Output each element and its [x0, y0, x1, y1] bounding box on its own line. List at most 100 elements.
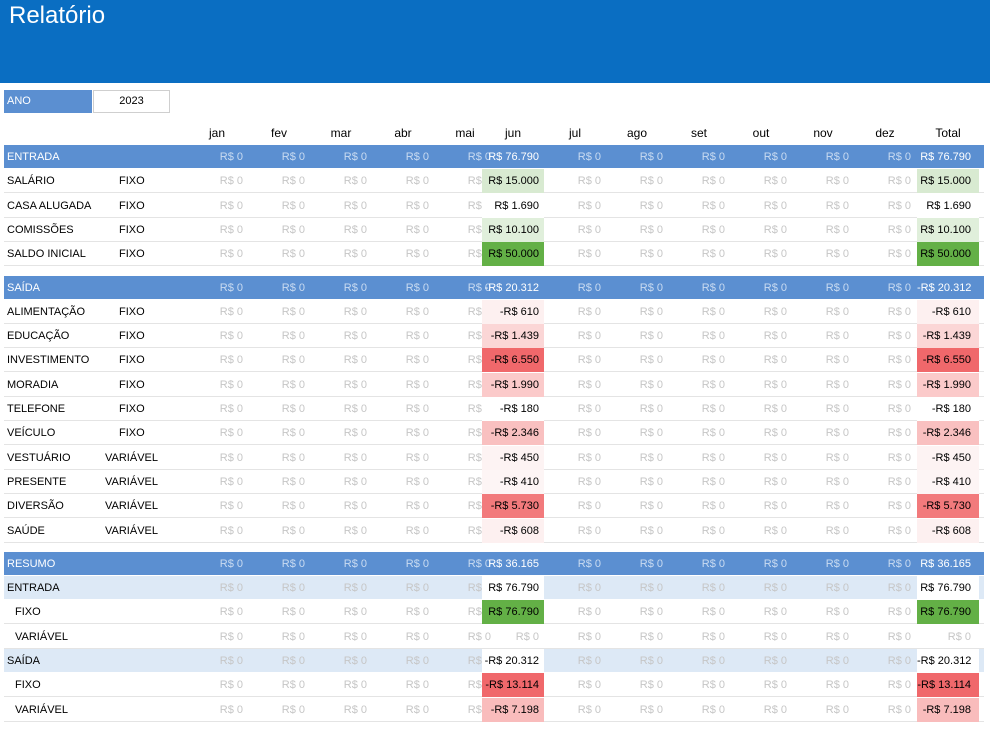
value-cell-abr: R$ 0 — [405, 655, 429, 667]
row-label: SALÁRIO — [7, 175, 55, 188]
value-cell-abr: R$ 0 — [405, 427, 429, 440]
value-cell-ago: R$ 0 — [639, 281, 663, 294]
value-cell-nov: R$ 0 — [825, 451, 849, 464]
value-cell-fev: R$ 0 — [281, 223, 305, 236]
value-cell-set: R$ 0 — [701, 281, 725, 294]
value-cell-jun: -R$ 20.312 — [482, 649, 544, 673]
value-cell-abr: R$ 0 — [405, 248, 429, 261]
value-cell-jan: R$ 0 — [219, 500, 243, 513]
value-cell-set: R$ 0 — [701, 582, 725, 595]
value-cell-dez: R$ 0 — [887, 582, 911, 595]
table-row: DIVERSÃO VARIÁVEL R$ 0 R$ 0 R$ 0 R$ 0 R$ 0 -R$ … — [4, 494, 984, 519]
value-cell-dez: R$ 0 — [887, 330, 911, 343]
value-cell-jul: R$ 0 — [577, 655, 601, 667]
value-cell-jan: R$ 0 — [219, 524, 243, 537]
value-cell-ago: R$ 0 — [639, 199, 663, 212]
value-cell-fev: R$ 0 — [281, 354, 305, 367]
value-cell-dez: R$ 0 — [887, 175, 911, 188]
value-cell-abr: R$ 0 — [405, 679, 429, 692]
month-header-nov: nov — [813, 126, 833, 140]
row-label: PRESENTE — [7, 475, 67, 488]
value-cell-out: R$ 0 — [763, 606, 787, 619]
value-cell-ago: R$ 0 — [639, 354, 663, 367]
value-cell-mar: R$ 0 — [343, 305, 367, 318]
value-cell-set: R$ 0 — [701, 378, 725, 391]
value-cell-total: -R$ 450 — [917, 445, 979, 470]
value-cell-nov: R$ 0 — [825, 151, 849, 163]
value-cell-fev: R$ 0 — [281, 451, 305, 464]
value-cell-set: R$ 0 — [701, 175, 725, 188]
value-cell-dez: R$ 0 — [887, 606, 911, 619]
value-cell-mai: R$ 0 — [467, 557, 491, 570]
value-cell-jun: -R$ 450 — [482, 445, 544, 470]
value-cell-ago: R$ 0 — [639, 248, 663, 261]
value-cell-total: R$ 50.000 — [917, 242, 979, 267]
year-input[interactable]: 2023 — [93, 90, 170, 113]
value-cell-set: R$ 0 — [701, 500, 725, 513]
value-cell-abr: R$ 0 — [405, 403, 429, 415]
value-cell-jun: R$ 1.690 — [482, 193, 544, 218]
value-cell-total: R$ 36.165 — [920, 557, 971, 570]
value-cell-total: -R$ 6.550 — [917, 348, 979, 373]
value-cell-abr: R$ 0 — [405, 281, 429, 294]
value-cell-fev: R$ 0 — [281, 679, 305, 692]
value-cell-total: R$ 76.790 — [917, 576, 979, 601]
value-cell-abr: R$ 0 — [405, 151, 429, 163]
value-cell-set: R$ 0 — [701, 248, 725, 261]
value-cell-jul: R$ 0 — [577, 330, 601, 343]
value-cell-ago: R$ 0 — [639, 606, 663, 619]
value-cell-jun: -R$ 20.312 — [484, 281, 539, 294]
value-cell-out: R$ 0 — [763, 427, 787, 440]
value-cell-jul: R$ 0 — [577, 248, 601, 261]
row-label: SALDO INICIAL — [7, 248, 86, 261]
value-cell-ago: R$ 0 — [639, 223, 663, 236]
value-cell-abr: R$ 0 — [405, 557, 429, 570]
value-cell-nov: R$ 0 — [825, 378, 849, 391]
value-cell-total: R$ 76.790 — [917, 600, 979, 625]
value-cell-dez: R$ 0 — [887, 655, 911, 667]
row-label: INVESTIMENTO — [7, 354, 90, 367]
value-cell-fev: R$ 0 — [281, 403, 305, 415]
value-cell-abr: R$ 0 — [405, 475, 429, 488]
section-row: ENTRADA R$ 0 R$ 0 R$ 0 R$ 0 R$ 0 R$ 76.790 R$ 0… — [4, 145, 984, 169]
value-cell-abr: R$ 0 — [405, 500, 429, 513]
value-cell-jan: R$ 0 — [219, 354, 243, 367]
value-cell-set: R$ 0 — [701, 354, 725, 367]
value-cell-jun: -R$ 1.439 — [482, 324, 544, 349]
value-cell-nov: R$ 0 — [825, 354, 849, 367]
value-cell-ago: R$ 0 — [639, 451, 663, 464]
value-cell-fev: R$ 0 — [281, 630, 305, 643]
month-header-jun: jun — [504, 126, 521, 140]
value-cell-set: R$ 0 — [701, 606, 725, 619]
value-cell-mar: R$ 0 — [343, 524, 367, 537]
value-cell-jan: R$ 0 — [219, 175, 243, 188]
value-cell-jun: R$ 76.790 — [482, 600, 544, 625]
value-cell-mai: R$ 0 — [467, 151, 491, 163]
value-cell-ago: R$ 0 — [639, 475, 663, 488]
value-cell-jul: R$ 0 — [577, 427, 601, 440]
value-cell-mar: R$ 0 — [343, 248, 367, 261]
value-cell-jan: R$ 0 — [219, 248, 243, 261]
row-label: ALIMENTAÇÃO — [7, 305, 86, 318]
value-cell-total: R$ 76.790 — [920, 151, 971, 163]
table-row: ENTRADA R$ 0 R$ 0 R$ 0 R$ 0 R$ 0 R$ 76.790 R$ 0… — [4, 576, 984, 601]
row-label: SAÍDA — [7, 281, 41, 294]
page-title: Relatório — [9, 2, 106, 29]
value-cell-jul: R$ 0 — [577, 403, 601, 415]
value-cell-jan: R$ 0 — [219, 281, 243, 294]
value-cell-dez: R$ 0 — [887, 630, 911, 643]
value-cell-mar: R$ 0 — [343, 281, 367, 294]
value-cell-jan: R$ 0 — [219, 475, 243, 488]
value-cell-out: R$ 0 — [763, 378, 787, 391]
row-label: ENTRADA — [7, 582, 60, 595]
row-label: FIXO — [15, 606, 41, 619]
value-cell-total: R$ 10.100 — [917, 217, 979, 242]
value-cell-total: R$ 0 — [947, 630, 971, 643]
row-type: FIXO — [119, 223, 145, 236]
value-cell-out: R$ 0 — [763, 500, 787, 513]
value-cell-out: R$ 0 — [763, 330, 787, 343]
value-cell-jul: R$ 0 — [577, 606, 601, 619]
value-cell-jan: R$ 0 — [219, 199, 243, 212]
table-row: SAÚDE VARIÁVEL R$ 0 R$ 0 R$ 0 R$ 0 R$ 0 -R$ 608… — [4, 518, 984, 543]
value-cell-set: R$ 0 — [701, 199, 725, 212]
